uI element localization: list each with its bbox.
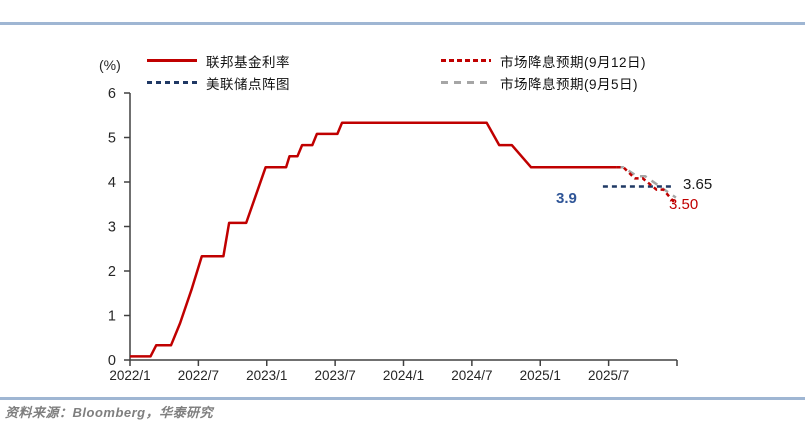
source-note: 资料来源：Bloomberg，华泰研究 [5, 405, 214, 420]
legend-label: 美联储点阵图 [206, 76, 290, 92]
x-tick-label: 2022/7 [178, 368, 219, 383]
y-tick-label: 1 [108, 309, 116, 325]
y-tick-label: 6 [108, 86, 116, 102]
x-tick-label: 2025/1 [520, 368, 561, 383]
legend-item-market-expectation-sep12: 市场降息预期(9月12日) [441, 53, 647, 70]
x-tick-label: 2022/1 [109, 368, 150, 383]
legend-label: 联邦基金利率 [206, 54, 290, 70]
axis-lines [129, 93, 677, 361]
legend-swatch-blue-dashed-line [147, 81, 197, 84]
legend-item-fed-funds-rate: 联邦基金利率 [147, 53, 290, 70]
x-tick-label: 2025/7 [588, 368, 629, 383]
y-tick-label: 4 [108, 175, 116, 191]
legend-swatch-red-solid-line [147, 59, 197, 62]
legend-item-fed-dot-plot: 美联储点阵图 [147, 75, 290, 92]
y-tick-label: 5 [108, 131, 116, 147]
y-axis-unit-label: (%) [99, 57, 121, 73]
legend-left-column: 联邦基金利率 美联储点阵图 [147, 53, 290, 92]
annotation-dot-plot-value: 3.9 [556, 190, 577, 207]
y-tick-label: 3 [108, 220, 116, 236]
y-tick-label: 2 [108, 264, 116, 280]
footer-accent-rule [0, 397, 805, 400]
legend-item-market-expectation-sep5: 市场降息预期(9月5日) [441, 75, 646, 92]
x-tick-label: 2023/1 [246, 368, 287, 383]
top-accent-rule [0, 22, 805, 25]
x-tick-label: 2023/7 [314, 368, 355, 383]
x-tick-label: 2024/1 [383, 368, 424, 383]
legend-label: 市场降息预期(9月5日) [500, 76, 639, 92]
legend-right-column: 市场降息预期(9月12日) 市场降息预期(9月5日) [441, 53, 647, 92]
series-line-2 [616, 166, 677, 206]
legend-swatch-red-dashed-line [441, 59, 491, 62]
annotation-sep5-end-value: 3.65 [683, 176, 713, 193]
series-line-0 [130, 121, 617, 358]
x-tick-label: 2024/7 [451, 368, 492, 383]
legend-swatch-gray-dashed-line [441, 81, 491, 84]
annotation-sep12-end-value: 3.50 [669, 196, 699, 213]
y-tick-label: 0 [108, 353, 116, 369]
legend-label: 市场降息预期(9月12日) [500, 54, 647, 70]
